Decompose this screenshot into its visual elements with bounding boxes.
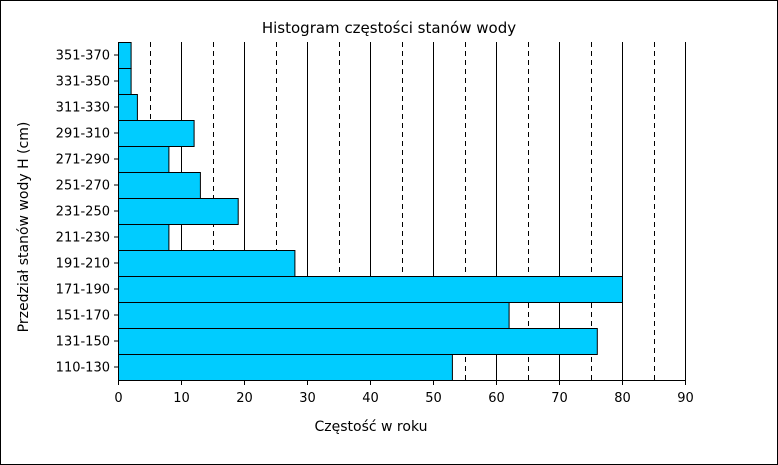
axes [114, 42, 686, 385]
y-tick-label-151-170: 151-170 [56, 309, 110, 324]
y-tick-label-311-330: 311-330 [56, 101, 110, 116]
x-tick-label-50: 50 [425, 391, 442, 406]
x-tick-label-80: 80 [614, 391, 631, 406]
y-axis-title: Przedział stanów wody H (cm) [16, 122, 32, 333]
bar-331-350 [118, 68, 132, 95]
y-tick-label-231-250: 231-250 [56, 205, 110, 220]
bar-151-170 [118, 302, 510, 329]
bar-351-370 [118, 42, 132, 69]
chart-title: Histogram częstości stanów wody [262, 19, 516, 37]
y-tick-label-291-310: 291-310 [56, 127, 110, 142]
y-tick-label-191-210: 191-210 [56, 257, 110, 272]
bar-211-230 [118, 224, 170, 251]
bar-271-290 [118, 146, 170, 173]
y-tick-label-131-150: 131-150 [56, 335, 110, 350]
bar-191-210 [118, 250, 296, 277]
y-tick-label-171-190: 171-190 [56, 283, 110, 298]
y-tick-label-211-230: 211-230 [56, 231, 110, 246]
bar-131-150 [118, 328, 598, 355]
bars [118, 42, 623, 381]
bar-110-130 [118, 354, 453, 381]
bar-311-330 [118, 94, 138, 121]
y-tick-label-351-370: 351-370 [56, 49, 110, 64]
bar-231-250 [118, 198, 239, 225]
x-tick-label-0: 0 [114, 391, 122, 406]
y-tick-label-251-270: 251-270 [56, 179, 110, 194]
y-tick-labels: 110-130 131-150 151-170 171-190 191-210 211-2… [56, 49, 110, 376]
x-tick-label-10: 10 [173, 391, 190, 406]
bar-251-270 [118, 172, 201, 199]
y-tick-label-110-130: 110-130 [56, 361, 110, 376]
x-tick-labels: 0 10 20 30 40 50 60 70 80 90 [114, 391, 693, 406]
x-tick-label-60: 60 [488, 391, 505, 406]
y-tick-label-331-350: 331-350 [56, 75, 110, 90]
x-tick-label-20: 20 [236, 391, 253, 406]
y-tick-label-271-290: 271-290 [56, 153, 110, 168]
bar-171-190 [118, 276, 623, 303]
x-tick-label-30: 30 [299, 391, 316, 406]
x-tick-label-70: 70 [551, 391, 568, 406]
x-axis-title: Częstość w roku [315, 419, 428, 435]
x-tick-label-90: 90 [677, 391, 694, 406]
bar-291-310 [118, 120, 195, 147]
x-tick-label-40: 40 [362, 391, 379, 406]
